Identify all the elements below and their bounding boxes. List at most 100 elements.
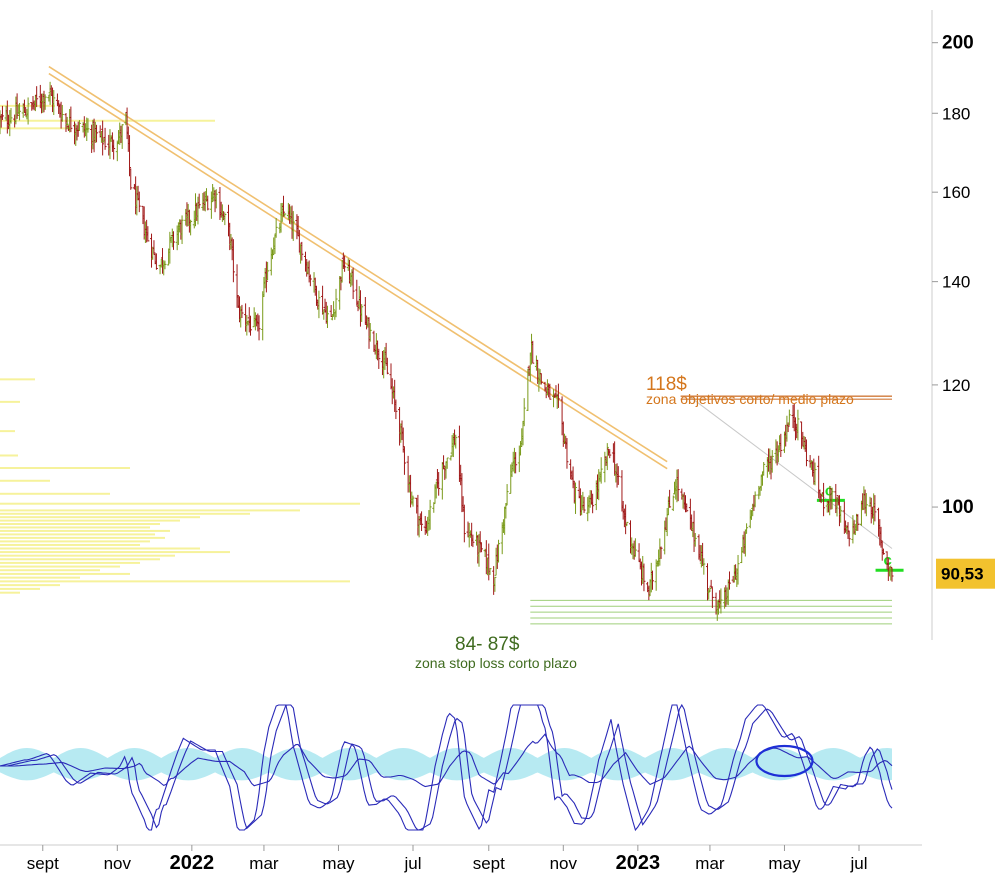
volume-profile-bar (0, 547, 200, 550)
oscillator-highlight-ellipse (755, 744, 814, 778)
ohlc-bar (616, 466, 620, 485)
ohlc-bar (120, 124, 124, 149)
ohlc-bar (828, 485, 832, 516)
price-badge-label: 90,53 (941, 565, 984, 584)
ohlc-bar (261, 291, 265, 341)
ohlc-bar (257, 315, 261, 341)
x-tick-label: jul (850, 854, 868, 873)
ohlc-bar (709, 579, 713, 588)
trendline-upper (48, 65, 668, 463)
volume-profile-bar (0, 523, 160, 526)
x-tick-label: may (322, 854, 355, 873)
ohlc-bar (368, 323, 372, 342)
price-badge-bg (936, 558, 995, 589)
volume-profile-bar (0, 104, 55, 107)
x-tick-label: sept (473, 854, 505, 873)
ohlc-bar (830, 487, 834, 510)
ohlc-bar (60, 104, 64, 122)
ohlc-bar (787, 409, 791, 426)
volume-profile-bar (0, 561, 140, 564)
x-tick-label: jul (404, 854, 422, 873)
ohlc-bar (281, 195, 285, 217)
ohlc-bar (231, 239, 235, 283)
ohlc-bar (605, 443, 609, 471)
ohlc-bar (343, 255, 347, 272)
y-tick-label: 160 (942, 183, 970, 202)
ohlc-bar (214, 189, 218, 209)
y-tick-label: 120 (942, 376, 970, 395)
volume-profile-bar (0, 584, 60, 587)
ohlc-bar (377, 348, 381, 369)
ohlc-bar (223, 212, 227, 226)
ohlc-bar (671, 495, 675, 512)
ohlc-bar (776, 445, 780, 463)
ohlc-bar (437, 472, 441, 496)
volume-profile-bar (0, 509, 300, 512)
ohlc-bar (608, 449, 612, 459)
ohlc-bar (360, 304, 364, 322)
ohlc-bar (428, 499, 432, 530)
volume-profile-bar (0, 569, 100, 572)
price-bars (0, 81, 894, 621)
ohlc-bar (552, 389, 556, 408)
ohlc-bar (283, 213, 287, 217)
ohlc-bar (548, 383, 552, 400)
x-tick-label: sept (27, 854, 59, 873)
volume-profile-bar (0, 526, 150, 529)
ohlc-bar (338, 276, 342, 310)
ohlc-bar (676, 469, 680, 502)
volume-profile-bar (0, 580, 350, 583)
y-tick-label: 180 (942, 104, 970, 123)
trendline-lower (48, 72, 668, 470)
ohlc-bar (668, 489, 672, 508)
support-sublabel: zona stop loss corto plazo (415, 655, 577, 671)
ohlc-bar (531, 340, 535, 364)
ohlc-bar (129, 168, 133, 190)
volume-profile-bar (0, 519, 180, 522)
ohlc-bar (753, 491, 757, 508)
ohlc-bar (0, 105, 4, 120)
ohlc-bar (770, 450, 774, 473)
ohlc-bar (248, 315, 252, 336)
ohlc-bar (240, 304, 244, 318)
volume-profile-bar (0, 119, 215, 122)
volume-profile-bar (0, 430, 15, 433)
ohlc-bar (86, 118, 90, 133)
ohlc-bar (317, 290, 321, 319)
ohlc-bar (493, 576, 497, 592)
ohlc-bar (300, 241, 304, 261)
ohlc-bar (411, 495, 415, 507)
ohlc-bar (154, 253, 158, 270)
ohlc-bar (454, 434, 458, 449)
support-label: 84- 87$ (455, 634, 520, 655)
ohlc-bar (864, 493, 868, 517)
x-tick-label: nov (550, 854, 578, 873)
ohlc-bar (101, 120, 105, 156)
ohlc-bar (762, 462, 766, 476)
ohlc-bar (488, 567, 492, 575)
ohlc-bar (809, 460, 813, 470)
volume-profile-bar (0, 502, 360, 505)
ohlc-bar (26, 97, 30, 125)
ohlc-bar (52, 90, 56, 116)
ohlc-bar (685, 503, 689, 513)
volume-profile-bar (0, 516, 200, 519)
ohlc-bar (693, 532, 697, 547)
volume-profile-bar (0, 467, 130, 470)
ohlc-bar (77, 120, 81, 131)
ohlc-bar (839, 505, 843, 523)
ohlc-bar (736, 554, 740, 585)
resistance-sublabel: zona objetivos corto/ medio plazo (646, 391, 854, 407)
volume-profile-bar (0, 576, 80, 579)
volume-profile-bar (0, 512, 250, 515)
ohlc-bar (385, 357, 389, 375)
volume-profile-bar (0, 587, 40, 590)
ohlc-bar (745, 523, 749, 534)
ohlc-bar (873, 495, 877, 522)
ohlc-bar (172, 231, 176, 250)
ohlc-bar (18, 103, 22, 121)
marker-label: c (825, 482, 833, 499)
ohlc-bar (266, 261, 270, 281)
ohlc-bar (471, 534, 475, 548)
ohlc-bar (651, 570, 655, 590)
